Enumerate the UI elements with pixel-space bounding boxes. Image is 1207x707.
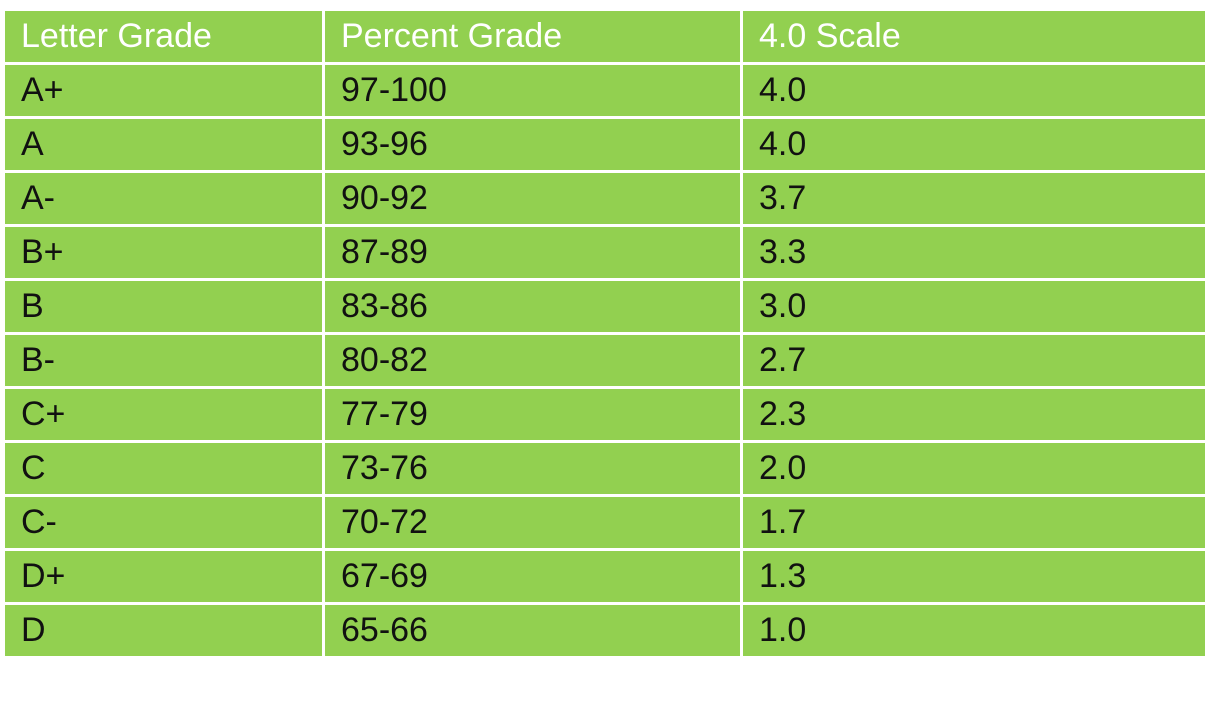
table-cell: 73-76 [322, 440, 743, 497]
table-cell: A- [2, 170, 325, 227]
table-row: A+ 97-100 4.0 [2, 62, 1207, 119]
table-cell: A+ [2, 62, 325, 119]
header-row: Letter Grade Percent Grade 4.0 Scale [2, 8, 1207, 65]
table-cell: 97-100 [322, 62, 743, 119]
table-cell: 65-66 [322, 602, 743, 659]
table-cell: 1.3 [740, 548, 1207, 605]
header-cell: Letter Grade [2, 8, 325, 65]
table-cell: 80-82 [322, 332, 743, 389]
table-cell: 2.0 [740, 440, 1207, 497]
table-row: D 65-66 1.0 [2, 602, 1207, 659]
table-row: B- 80-82 2.7 [2, 332, 1207, 389]
table-cell: 2.7 [740, 332, 1207, 389]
table-cell: B- [2, 332, 325, 389]
table-cell: 77-79 [322, 386, 743, 443]
table-cell: 93-96 [322, 116, 743, 173]
table-row: B+ 87-89 3.3 [2, 224, 1207, 281]
table-cell: 1.0 [740, 602, 1207, 659]
table-row: C+ 77-79 2.3 [2, 386, 1207, 443]
table-cell: 2.3 [740, 386, 1207, 443]
table-cell: 3.3 [740, 224, 1207, 281]
table-header: Letter Grade Percent Grade 4.0 Scale [2, 8, 1207, 65]
table-cell: D+ [2, 548, 325, 605]
table-cell: 83-86 [322, 278, 743, 335]
grade-table: Letter Grade Percent Grade 4.0 Scale A+ 97-… [2, 8, 1207, 659]
table-cell: 4.0 [740, 62, 1207, 119]
table-cell: 90-92 [322, 170, 743, 227]
table-cell: 3.7 [740, 170, 1207, 227]
table-cell: 3.0 [740, 278, 1207, 335]
table-row: A 93-96 4.0 [2, 116, 1207, 173]
table-cell: C [2, 440, 325, 497]
table-cell: 4.0 [740, 116, 1207, 173]
table-cell: B+ [2, 224, 325, 281]
table-row: B 83-86 3.0 [2, 278, 1207, 335]
table-cell: C+ [2, 386, 325, 443]
table-body: A+ 97-100 4.0 A 93-96 4.0 A- 90-92 3.7 B+ 87-89 3.3… [2, 62, 1207, 659]
table-cell: A [2, 116, 325, 173]
table-cell: 70-72 [322, 494, 743, 551]
table-cell: 87-89 [322, 224, 743, 281]
table-row: C 73-76 2.0 [2, 440, 1207, 497]
table-row: A- 90-92 3.7 [2, 170, 1207, 227]
table-cell: 1.7 [740, 494, 1207, 551]
table-cell: B [2, 278, 325, 335]
header-cell: 4.0 Scale [740, 8, 1207, 65]
header-cell: Percent Grade [322, 8, 743, 65]
table-row: D+ 67-69 1.3 [2, 548, 1207, 605]
table-cell: 67-69 [322, 548, 743, 605]
table-cell: C- [2, 494, 325, 551]
table-row: C- 70-72 1.7 [2, 494, 1207, 551]
table-cell: D [2, 602, 325, 659]
